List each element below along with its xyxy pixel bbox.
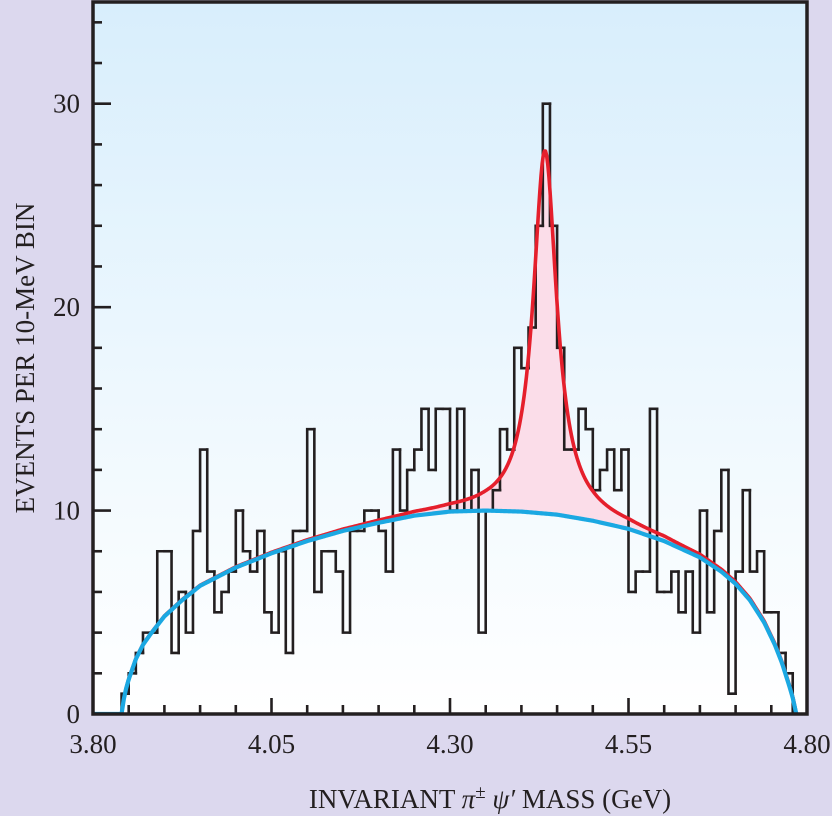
histogram-bin bbox=[341, 570, 352, 634]
histogram-bin bbox=[320, 549, 330, 594]
y-tick-label: 0 bbox=[67, 699, 81, 729]
histogram-bin bbox=[284, 549, 295, 655]
tick-labels: 3.80 4.05 4.30 4.55 4.80 0 10 20 30 bbox=[53, 89, 831, 759]
histogram-bin bbox=[477, 468, 487, 634]
histogram-bin bbox=[313, 427, 323, 594]
histogram-bin bbox=[712, 529, 723, 614]
x-tick-label: 4.55 bbox=[605, 729, 652, 759]
fit-curves-layer bbox=[93, 149, 799, 714]
histogram-bin bbox=[377, 509, 388, 533]
histogram-bin bbox=[620, 448, 630, 492]
histogram-bin bbox=[498, 427, 509, 492]
histogram-bin bbox=[727, 468, 737, 695]
histogram-bin bbox=[734, 570, 745, 695]
histogram-bin bbox=[577, 407, 587, 451]
histogram-bin bbox=[241, 509, 252, 553]
histogram-bin bbox=[741, 488, 752, 573]
histogram-bin bbox=[534, 224, 545, 329]
histogram-bin bbox=[541, 102, 552, 228]
histogram-bin bbox=[177, 590, 188, 655]
plot-area bbox=[93, 2, 807, 714]
histogram-bin bbox=[691, 570, 702, 634]
histogram-bin bbox=[548, 102, 559, 228]
histogram-bin bbox=[198, 448, 209, 533]
histogram-bin bbox=[677, 570, 687, 614]
histogram-bin bbox=[648, 407, 659, 573]
histogram-bin bbox=[191, 529, 202, 634]
histogram-bin bbox=[155, 549, 166, 634]
histogram-bin bbox=[384, 529, 395, 573]
histogram-bin bbox=[684, 570, 695, 614]
histogram-bin bbox=[720, 468, 730, 533]
histogram-bin bbox=[184, 590, 195, 634]
histogram-bin bbox=[791, 672, 802, 714]
histogram-bin bbox=[584, 407, 595, 431]
histogram-bin bbox=[627, 448, 637, 594]
histogram-bin bbox=[762, 549, 773, 614]
histogram-bin bbox=[434, 407, 445, 472]
histogram-bin bbox=[598, 468, 609, 492]
histogram-bin bbox=[420, 407, 430, 451]
histogram-bin bbox=[670, 570, 680, 594]
histogram-bin bbox=[491, 488, 502, 512]
x-tick-label: 4.80 bbox=[783, 729, 830, 759]
histogram-bin bbox=[234, 509, 245, 573]
plot-frame bbox=[91, 0, 809, 716]
histogram-bin bbox=[512, 346, 523, 451]
histogram-bin bbox=[391, 448, 402, 573]
histogram-bin bbox=[748, 488, 759, 573]
histogram-bin bbox=[612, 448, 623, 492]
histogram-bin bbox=[655, 407, 666, 594]
histogram-bin bbox=[405, 468, 416, 512]
histogram-bin bbox=[220, 590, 230, 614]
histogram-bin bbox=[698, 509, 709, 634]
histogram-bin bbox=[755, 549, 766, 573]
y-tick-label: 30 bbox=[53, 89, 80, 119]
histogram-bin bbox=[455, 407, 466, 512]
x-axis-title: INVARIANT π± ψ′ MASS (GeV) bbox=[309, 782, 671, 814]
y-tick-label: 20 bbox=[53, 292, 80, 322]
y-tick-label: 10 bbox=[53, 496, 80, 526]
histogram-bin bbox=[213, 570, 223, 614]
x-tick-label: 3.80 bbox=[69, 729, 116, 759]
histogram-bin bbox=[205, 448, 216, 573]
histogram-bin bbox=[705, 509, 716, 614]
y-axis-title: EVENTS PER 10-MeV BIN bbox=[10, 203, 40, 514]
histogram-bin bbox=[427, 407, 438, 472]
histogram-bin bbox=[334, 549, 345, 573]
histogram-bin bbox=[605, 448, 616, 472]
histogram-bin bbox=[634, 570, 645, 594]
histogram-bin bbox=[170, 549, 180, 655]
histogram-bin bbox=[248, 549, 259, 573]
histogram-bin bbox=[270, 610, 280, 634]
histogram-bin bbox=[398, 448, 409, 512]
x-tick-label: 4.05 bbox=[248, 729, 295, 759]
x-tick-label: 4.30 bbox=[426, 729, 473, 759]
histogram-bin bbox=[305, 427, 316, 533]
histogram-bin bbox=[413, 448, 423, 472]
histogram-bin bbox=[291, 529, 302, 655]
background-fit-curve bbox=[93, 508, 799, 714]
